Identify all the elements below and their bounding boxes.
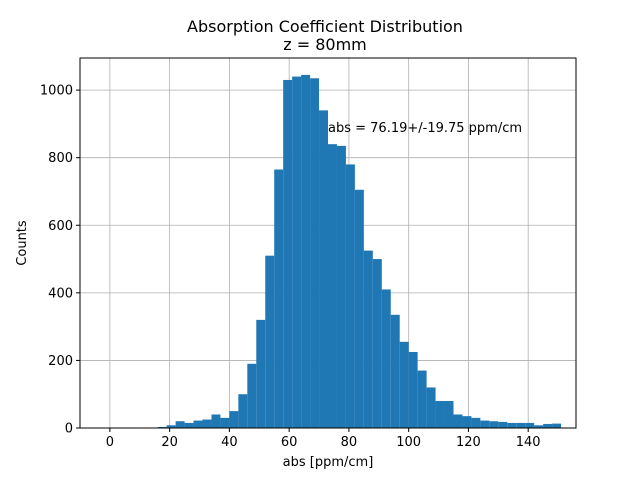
histogram-bar — [283, 79, 293, 428]
histogram-bar — [319, 110, 328, 429]
histogram-bar — [345, 164, 355, 428]
histogram-bar — [328, 144, 337, 429]
histogram-bar — [301, 74, 311, 429]
histogram-bar — [336, 145, 346, 428]
chart-subtitle: z = 80mm — [283, 35, 367, 54]
histogram-bar — [462, 416, 472, 428]
histogram-bar — [310, 78, 320, 428]
histogram-bar — [408, 351, 418, 428]
histogram-bar — [202, 419, 212, 428]
x-axis-label: abs [ppm/cm] — [283, 455, 374, 470]
histogram-bar — [552, 423, 562, 428]
histogram-bar — [292, 76, 302, 428]
histogram-bar — [229, 411, 239, 428]
y-tick-label: 800 — [48, 151, 73, 166]
histogram-bar — [363, 250, 373, 428]
histogram-bar — [381, 289, 391, 428]
x-tick-label: 120 — [456, 435, 481, 450]
x-axis-ticks: 0 20 40 60 80 100 120 140 — [106, 428, 541, 450]
y-axis-ticks: 0 200 400 600 800 1000 — [40, 84, 80, 437]
x-tick-label: 80 — [341, 435, 358, 450]
y-axis-label: Counts — [15, 220, 30, 266]
histogram-bar — [444, 400, 454, 428]
histogram-bar — [184, 422, 194, 428]
x-tick-label: 40 — [221, 435, 238, 450]
histogram-bar — [534, 425, 544, 428]
x-tick-label: 20 — [161, 435, 178, 450]
histogram-bar — [435, 400, 445, 428]
x-tick-label: 60 — [281, 435, 298, 450]
histogram-bar — [516, 422, 526, 428]
histogram-bar — [480, 420, 490, 428]
histogram-bar — [220, 417, 230, 428]
histogram-bar — [426, 387, 436, 428]
histogram-bar — [238, 394, 248, 428]
histogram-bar — [193, 420, 203, 428]
histogram-bar — [525, 422, 535, 428]
histogram-bar — [471, 417, 481, 428]
histogram-bar — [453, 414, 463, 428]
histogram-bar — [256, 319, 266, 428]
histogram-bar — [265, 255, 275, 428]
histogram-bar — [543, 423, 553, 428]
y-tick-label: 600 — [48, 219, 73, 234]
y-tick-label: 1000 — [40, 84, 73, 99]
histogram-bar — [498, 421, 508, 428]
histogram-bar — [175, 421, 185, 428]
chart-title: Absorption Coefficient Distribution — [187, 17, 463, 36]
histogram-bar — [354, 189, 364, 428]
histogram-bar — [417, 370, 427, 428]
y-tick-label: 400 — [48, 286, 73, 301]
plot-frame — [79, 57, 577, 429]
x-tick-label: 0 — [106, 435, 114, 450]
histogram-bar — [507, 422, 517, 428]
histogram-bar — [372, 259, 382, 428]
stats-annotation: abs = 76.19+/-19.75 ppm/cm — [328, 121, 522, 136]
histogram-bar — [399, 341, 409, 428]
histogram-bar — [211, 414, 221, 428]
y-tick-label: 200 — [48, 354, 73, 369]
histogram-bar — [247, 363, 257, 428]
x-tick-label: 100 — [396, 435, 421, 450]
histogram-bar — [166, 425, 176, 428]
histogram-bars — [157, 74, 562, 429]
histogram-bar — [390, 314, 400, 428]
histogram-bar — [489, 421, 499, 428]
histogram-bar — [274, 169, 284, 429]
histogram-bar — [157, 426, 167, 428]
y-tick-label: 0 — [65, 422, 73, 437]
x-tick-label: 140 — [516, 435, 541, 450]
